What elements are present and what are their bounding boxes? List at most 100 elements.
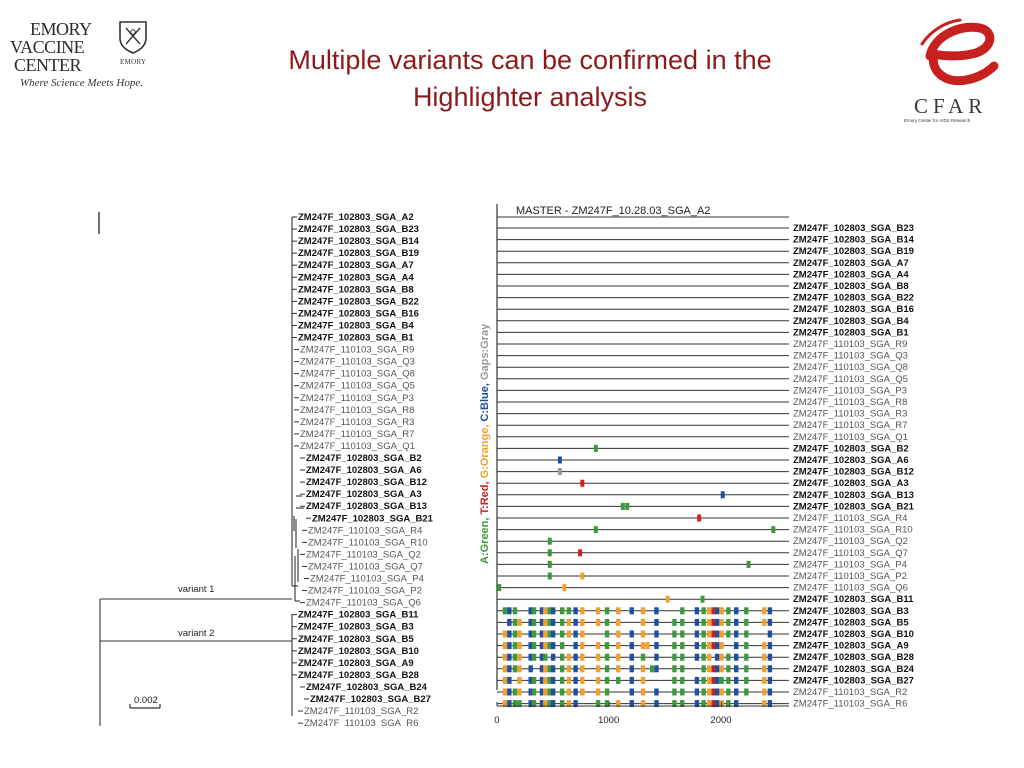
tree-leaf-label: ZM247F_110103_SGA_R10 bbox=[308, 537, 428, 548]
mutation-mark-A bbox=[726, 676, 731, 684]
legend-c: C:Blue, bbox=[479, 383, 491, 425]
mutation-mark-C bbox=[550, 618, 556, 626]
sequence-row-label: ZM247F_110103_SGA_R2 bbox=[793, 687, 907, 698]
mutation-mark-G bbox=[517, 676, 522, 684]
tree-leaf-label: ZM247F_102803_SGA_A9 bbox=[298, 658, 414, 669]
x-tick-label-1: 1000 bbox=[598, 715, 619, 726]
mutation-mark-G bbox=[719, 688, 724, 696]
mutation-mark-A bbox=[701, 688, 706, 696]
nucleotide-color-legend: A:Green, T:Red, G:Orange, C:Blue, Gaps:G… bbox=[479, 323, 491, 564]
mutation-mark-A bbox=[512, 653, 518, 661]
mutation-mark-G bbox=[707, 642, 712, 650]
sequence-row-label: ZM247F_102803_SGA_B4 bbox=[793, 316, 909, 327]
mutation-mark-A bbox=[726, 665, 731, 673]
mutation-mark-A bbox=[680, 630, 685, 638]
mutation-mark-C bbox=[734, 607, 739, 615]
sequence-row-label: ZM247F_102803_SGA_B16 bbox=[793, 304, 914, 315]
mutation-mark-C bbox=[507, 700, 512, 708]
mutation-mark-G bbox=[595, 618, 601, 626]
mutation-mark-A bbox=[744, 630, 749, 638]
mutation-mark-G bbox=[580, 642, 585, 650]
mutation-mark-C bbox=[539, 653, 545, 661]
mutation-mark-C bbox=[654, 688, 659, 696]
mutation-mark-A bbox=[604, 653, 610, 661]
mutation-mark-A bbox=[604, 607, 610, 615]
sequence-row-label: ZM247F_110103_SGA_R6 bbox=[793, 699, 907, 710]
mutation-mark-G bbox=[580, 607, 585, 615]
mutation-mark-A bbox=[531, 700, 537, 708]
mutation-mark-C bbox=[714, 665, 720, 673]
mutation-mark-A bbox=[701, 700, 706, 708]
mutation-mark-G bbox=[502, 665, 508, 673]
mutation-mark-A bbox=[517, 700, 522, 708]
scale-bar-label: 0.002 bbox=[134, 695, 158, 706]
mutation-mark-A bbox=[672, 618, 677, 626]
mutation-mark-G bbox=[640, 630, 646, 638]
mutation-mark-A bbox=[649, 665, 654, 673]
mutation-mark-A bbox=[531, 642, 537, 650]
mutation-mark-C bbox=[528, 607, 533, 615]
title-line-1: Multiple variants can be confirmed in th… bbox=[288, 45, 772, 75]
legend-t: T:Red, bbox=[479, 481, 491, 517]
mutation-mark-A bbox=[726, 618, 731, 626]
mutation-mark-A bbox=[620, 502, 625, 510]
sequence-row-label: ZM247F_110103_SGA_Q2 bbox=[793, 536, 908, 547]
mutation-mark-A bbox=[744, 676, 749, 684]
mutation-mark-C bbox=[539, 688, 545, 696]
tree-leaf-label: ZM247F_102803_SGA_B14 bbox=[298, 236, 420, 247]
mutation-mark-C bbox=[714, 642, 720, 650]
mutation-mark-C bbox=[767, 700, 773, 708]
mutation-mark-C bbox=[539, 642, 545, 650]
sequence-row-label: ZM247F_102803_SGA_B8 bbox=[793, 281, 909, 292]
mutation-mark-A bbox=[604, 688, 610, 696]
mutation-mark-C bbox=[539, 700, 545, 708]
sequence-row-label: ZM247F_110103_SGA_P4 bbox=[793, 559, 907, 570]
tree-leaf-label: ZM247F_102803_SGA_B8 bbox=[298, 284, 414, 295]
mutation-mark-C bbox=[507, 618, 512, 626]
sequence-row-label: ZM247F_102803_SGA_B12 bbox=[793, 467, 914, 478]
sequence-row-label: ZM247F_110103_SGA_P2 bbox=[793, 571, 907, 582]
mutation-mark-A bbox=[604, 665, 610, 673]
mutation-mark-T bbox=[711, 665, 716, 673]
mutation-mark-G bbox=[566, 688, 572, 696]
tree-leaf-label: ZM247F_102803_SGA_A4 bbox=[298, 272, 414, 283]
mutation-mark-G bbox=[543, 700, 548, 708]
sequence-row-label: ZM247F_102803_SGA_B10 bbox=[793, 629, 914, 640]
sequence-row-label: ZM247F_110103_SGA_P3 bbox=[793, 385, 907, 396]
sequence-row-label: ZM247F_102803_SGA_A3 bbox=[793, 478, 909, 489]
mutation-mark-C bbox=[767, 688, 773, 696]
mutation-mark-A bbox=[604, 630, 610, 638]
mutation-mark-A bbox=[701, 642, 706, 650]
mutation-mark-C bbox=[714, 676, 720, 684]
mutation-mark-A bbox=[640, 653, 646, 661]
mutation-mark-G bbox=[640, 700, 646, 708]
sequence-row-label: ZM247F_102803_SGA_B11 bbox=[793, 594, 914, 605]
mutation-mark-A bbox=[559, 653, 565, 661]
mutation-mark-C bbox=[654, 700, 659, 708]
tree-leaf-label: ZM247F_102803_SGA_B11 bbox=[298, 610, 419, 621]
logo-vaccine-word: VACCINE bbox=[10, 37, 85, 57]
mutation-mark-C bbox=[573, 688, 578, 696]
mutation-mark-A bbox=[680, 676, 685, 684]
tree-leaf-label: ZM247F_110103_SGA_P4 bbox=[310, 574, 424, 585]
mutation-mark-A bbox=[680, 653, 685, 661]
mutation-mark-C bbox=[714, 700, 720, 708]
mutation-mark-G bbox=[543, 642, 548, 650]
mutation-mark-G bbox=[566, 700, 572, 708]
mutation-mark-C bbox=[714, 607, 720, 615]
mutation-mark-G bbox=[616, 607, 621, 615]
sequence-row-label: ZM247F_102803_SGA_A7 bbox=[793, 258, 909, 269]
cfar-logo: CFAR Emory Center for AIDS Research bbox=[900, 14, 1018, 124]
mutation-mark-C bbox=[734, 676, 739, 684]
mutation-mark-G bbox=[762, 618, 767, 626]
tree-leaf-label: ZM247F_102803_SGA_B4 bbox=[298, 320, 414, 331]
mutation-mark-C bbox=[507, 642, 512, 650]
mutation-mark-T bbox=[711, 700, 716, 708]
sequence-row-label: ZM247F_110103_SGA_Q1 bbox=[793, 432, 908, 443]
mutation-mark-G bbox=[762, 607, 767, 615]
mutation-mark-G bbox=[616, 653, 621, 661]
mutation-mark-C bbox=[539, 676, 545, 684]
mutation-mark-C bbox=[629, 653, 634, 661]
mutation-mark-G bbox=[502, 700, 508, 708]
mutation-mark-G bbox=[762, 676, 767, 684]
